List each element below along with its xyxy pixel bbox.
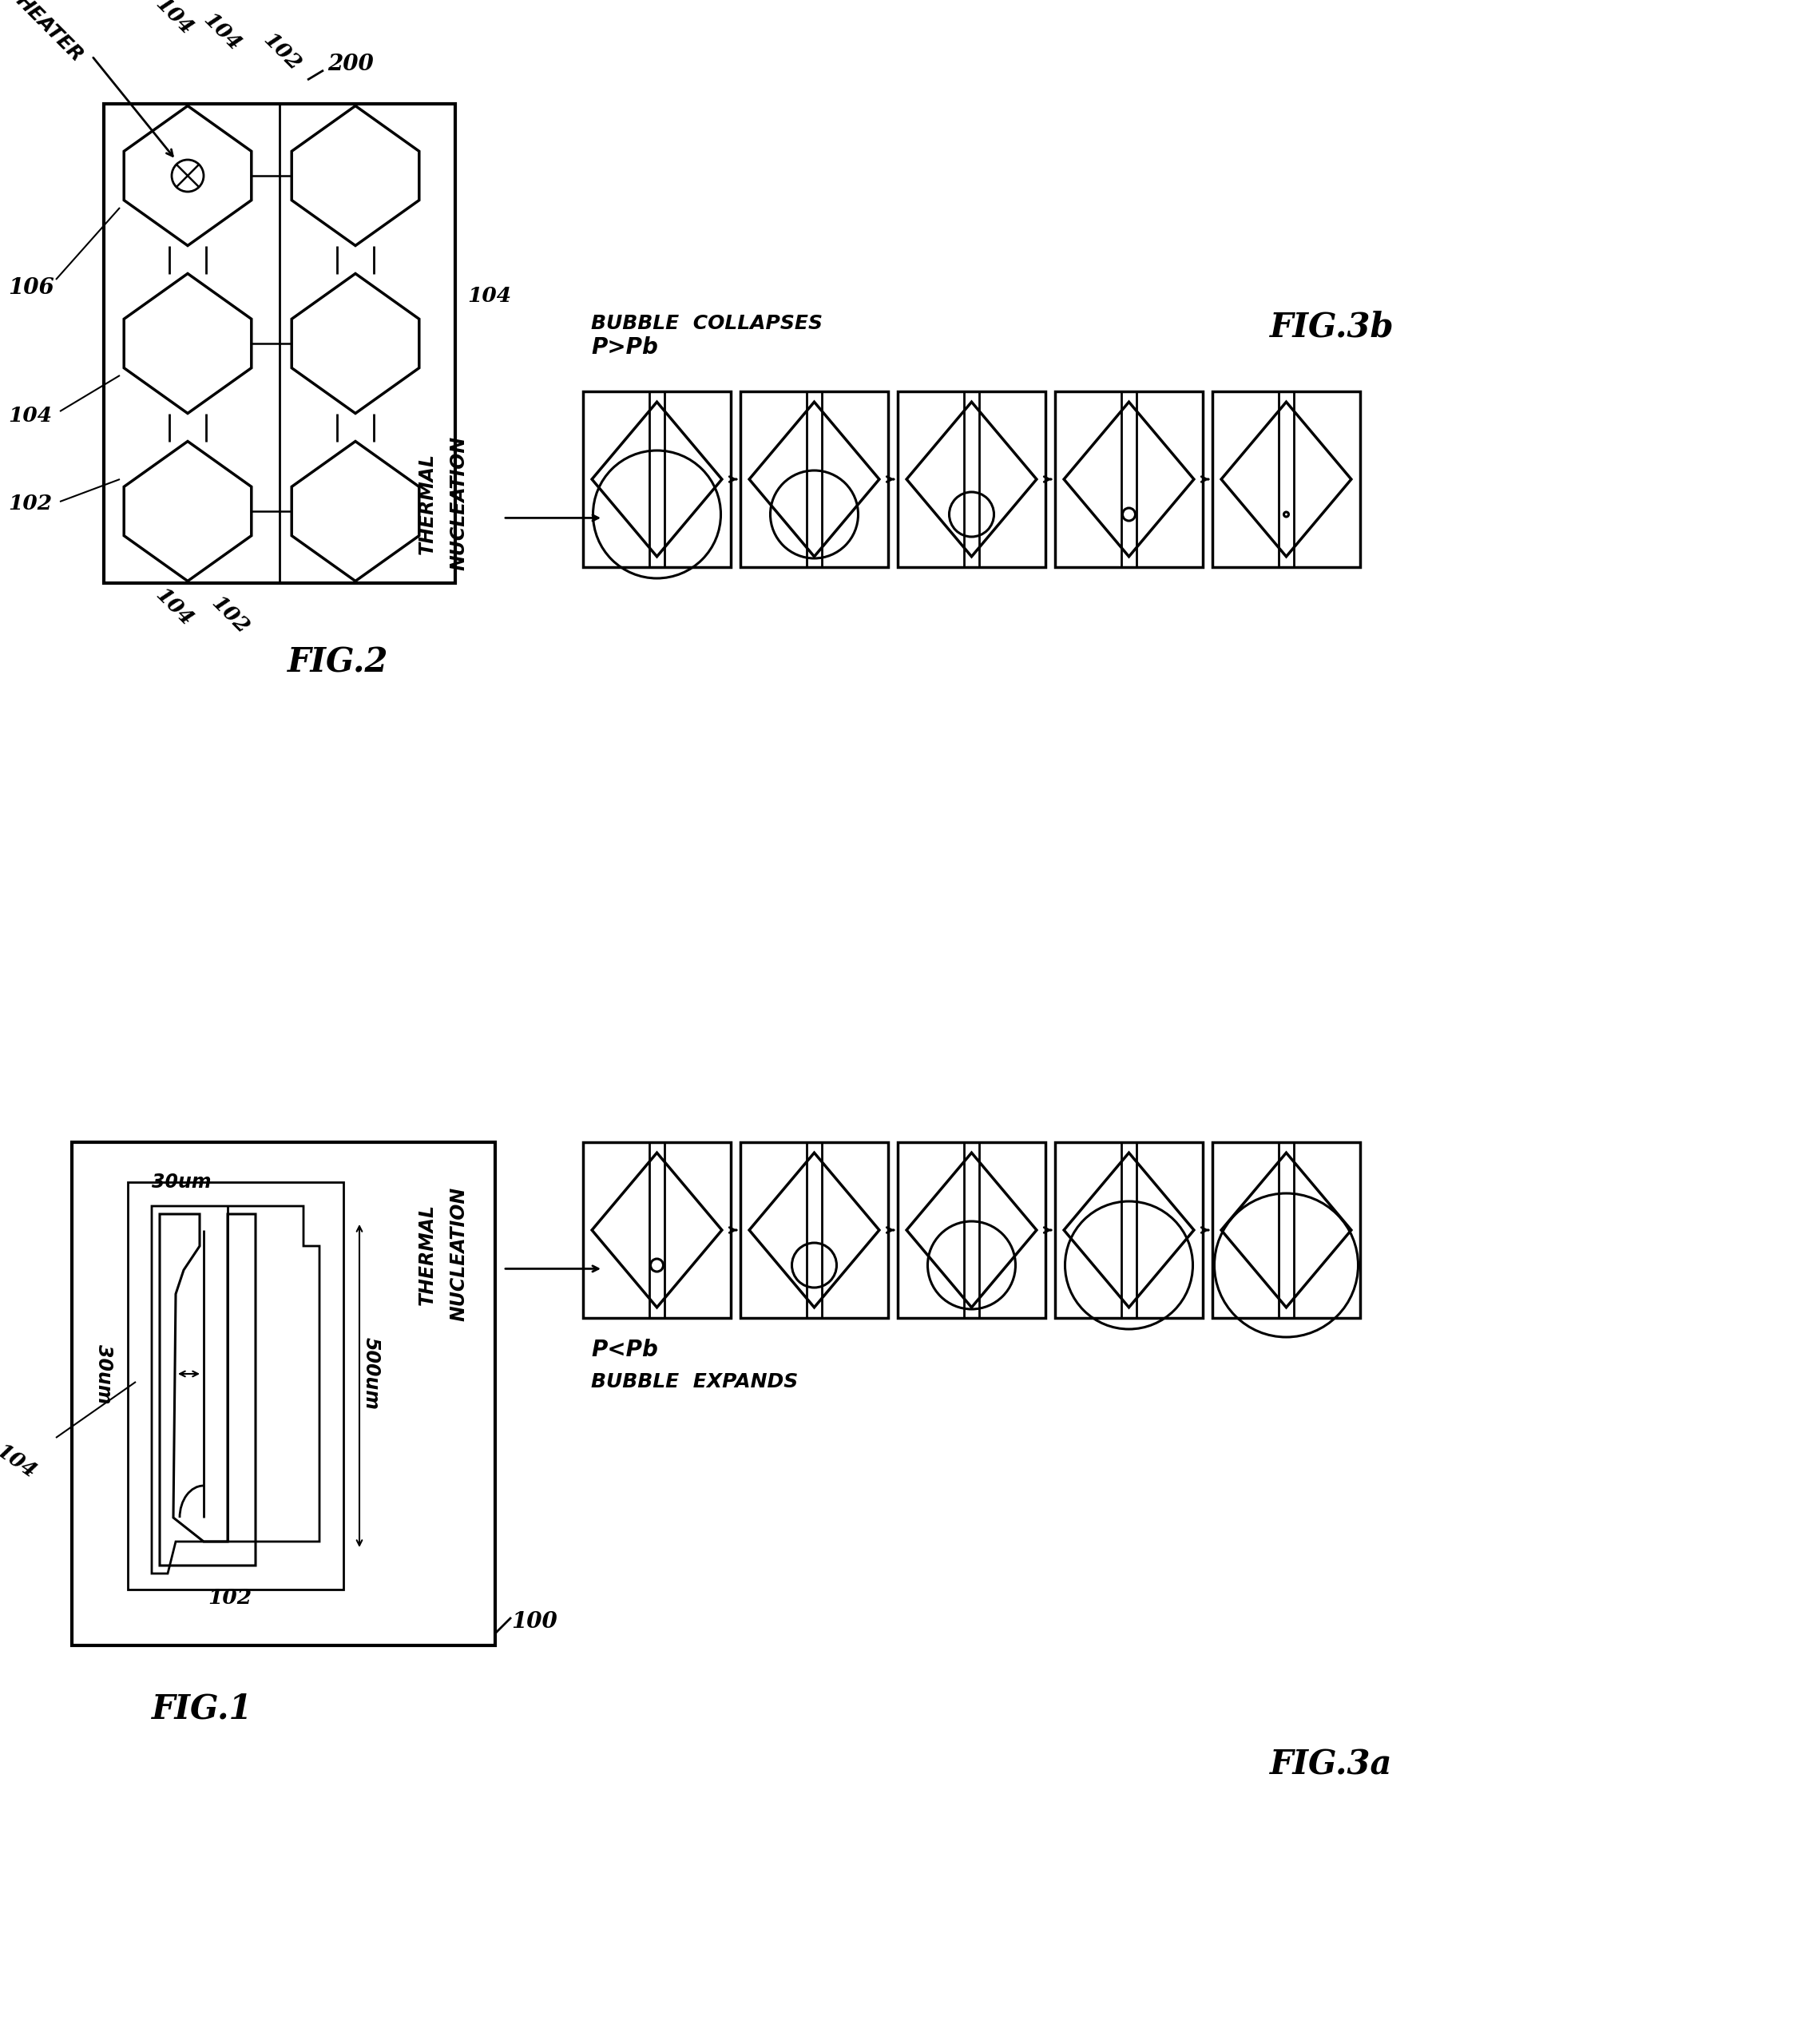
Text: HEATER: HEATER [13,0,86,65]
Text: FIG.1: FIG.1 [152,1692,253,1725]
Bar [1054,390,1203,566]
Bar [898,1143,1045,1318]
Bar [1212,1143,1361,1318]
Text: 106: 106 [7,276,54,298]
Text: THERMAL: THERMAL [418,452,437,554]
Text: BUBBLE  COLLAPSES: BUBBLE COLLAPSES [592,315,823,333]
Bar [741,1143,888,1318]
Text: 200: 200 [328,53,373,76]
Text: 102: 102 [208,1588,251,1607]
Text: P>Pb: P>Pb [592,337,658,358]
Bar [127,1181,344,1590]
Text: BUBBLE  EXPANDS: BUBBLE EXPANDS [592,1372,798,1392]
Text: 104: 104 [7,405,52,425]
Text: 30um: 30um [95,1345,113,1404]
Bar [72,1143,495,1645]
Text: FIG.3b: FIG.3b [1269,311,1395,343]
Text: 102: 102 [7,493,52,513]
Bar [1054,1143,1203,1318]
Text: 102: 102 [260,29,305,74]
Bar [1212,390,1361,566]
Text: 104: 104 [199,10,246,55]
Text: 30um: 30um [152,1173,212,1192]
Text: NUCLEATION: NUCLEATION [450,435,468,570]
Text: 102: 102 [208,593,253,638]
Text: 104: 104 [0,1441,39,1482]
Bar [741,390,888,566]
Bar [583,1143,732,1318]
Text: FIG.3a: FIG.3a [1269,1748,1393,1782]
Text: NUCLEATION: NUCLEATION [450,1188,468,1320]
Text: 500um: 500um [362,1337,380,1410]
Text: P<Pb: P<Pb [592,1339,658,1361]
Bar [898,390,1045,566]
Bar [583,390,732,566]
Text: 104: 104 [152,585,197,630]
Bar [104,104,455,583]
Text: THERMAL: THERMAL [418,1204,437,1304]
Text: FIG.2: FIG.2 [287,646,389,681]
Text: 104: 104 [152,0,197,39]
Text: 100: 100 [511,1611,558,1633]
Text: 104: 104 [468,286,511,305]
